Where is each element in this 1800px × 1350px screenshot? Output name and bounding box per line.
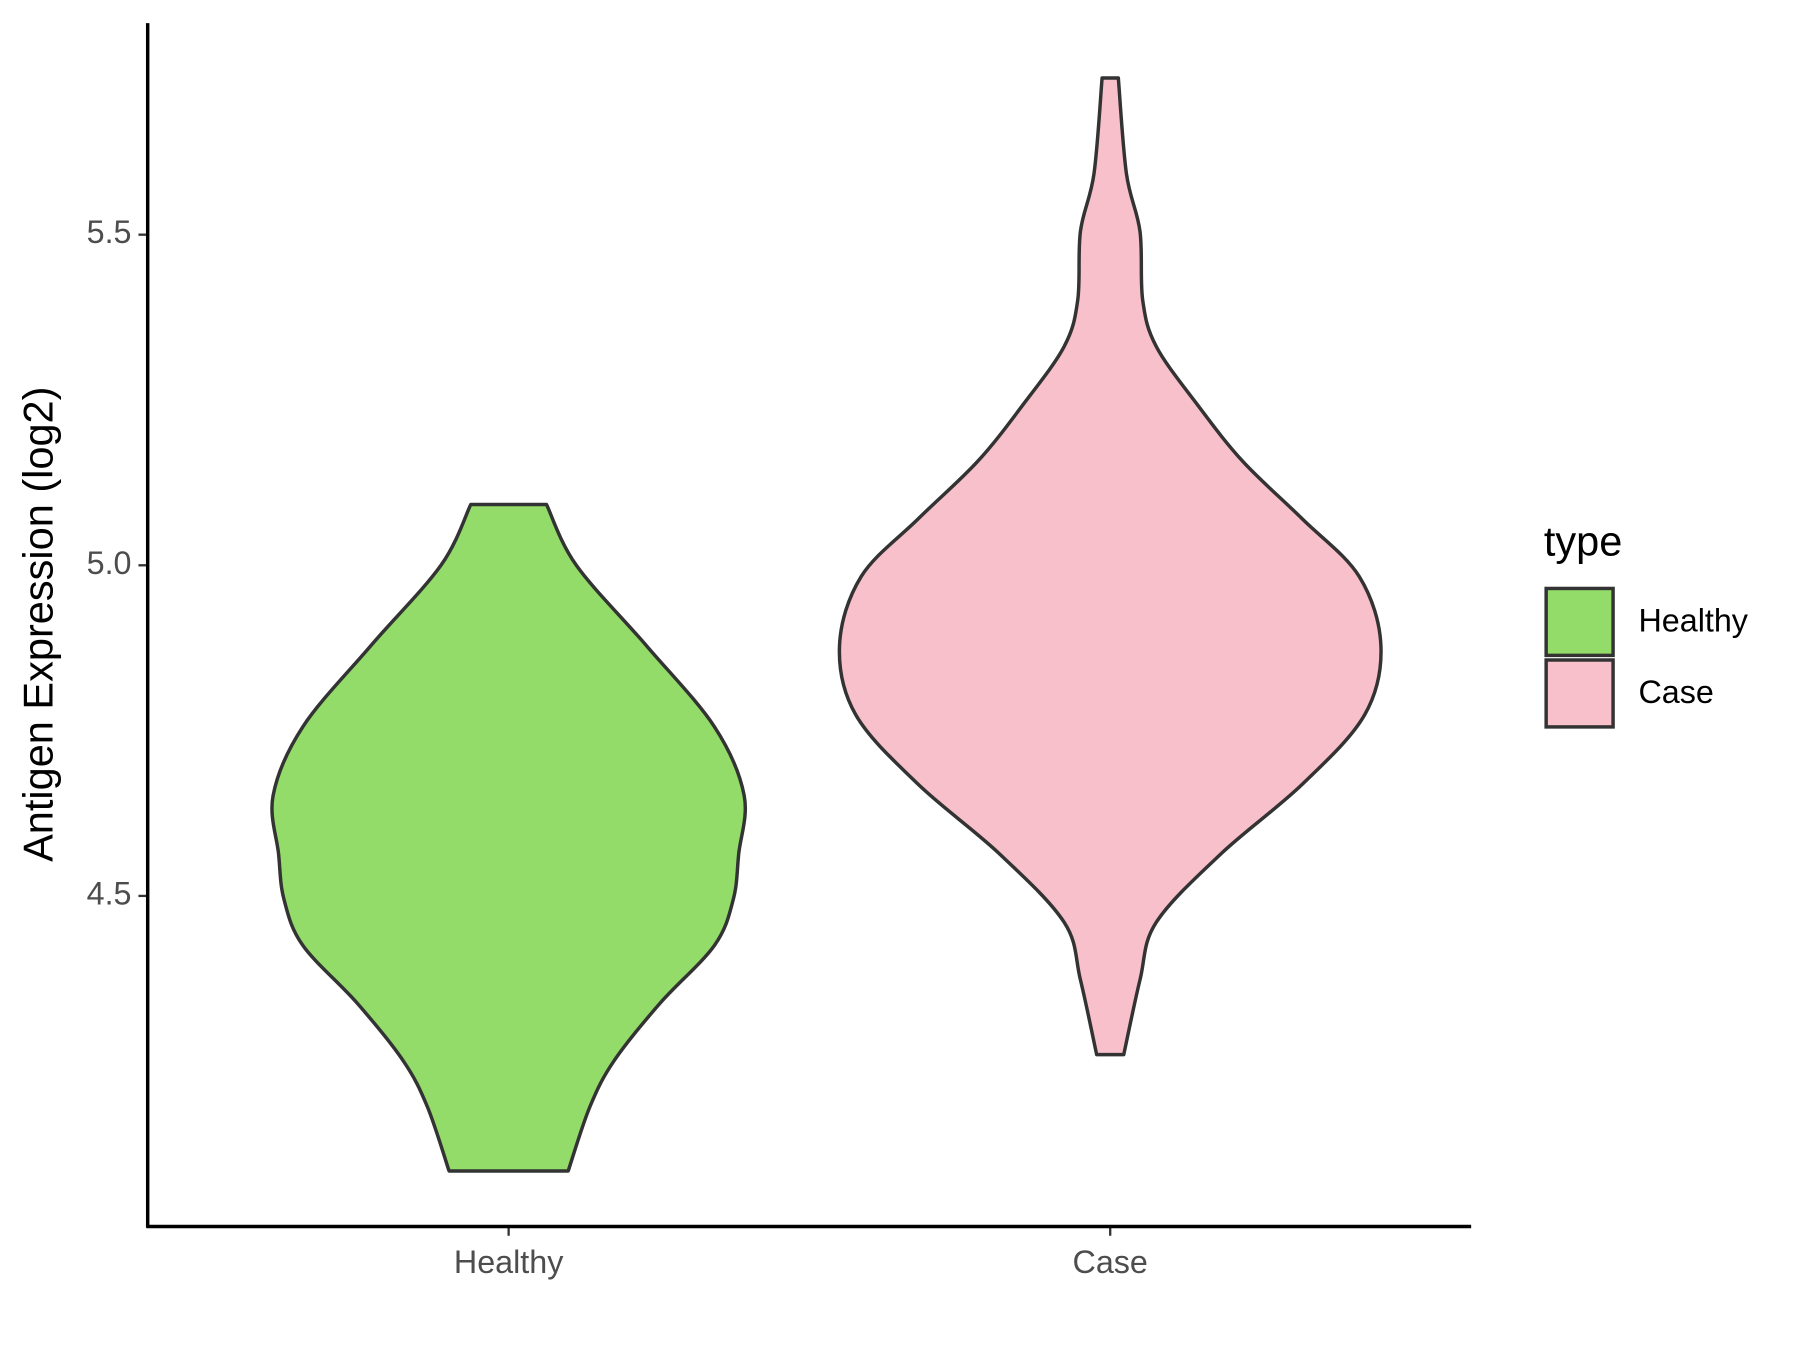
violin xyxy=(837,76,1383,1057)
legend-title: type xyxy=(1544,518,1622,565)
y-tick-label: 4.5 xyxy=(87,875,132,911)
x-tick-label: Healthy xyxy=(454,1244,564,1280)
legend-label: Healthy xyxy=(1638,603,1748,639)
y-tick-label: 5.0 xyxy=(87,545,132,581)
violin xyxy=(270,502,748,1173)
legend-swatch xyxy=(1544,658,1615,729)
legend-swatch xyxy=(1544,586,1615,658)
y-tick-label: 5.5 xyxy=(87,214,132,250)
y-axis-title: Antigen Expression (log2) xyxy=(15,387,62,862)
legend-label: Case xyxy=(1638,674,1713,710)
x-tick-label: Case xyxy=(1073,1244,1148,1280)
